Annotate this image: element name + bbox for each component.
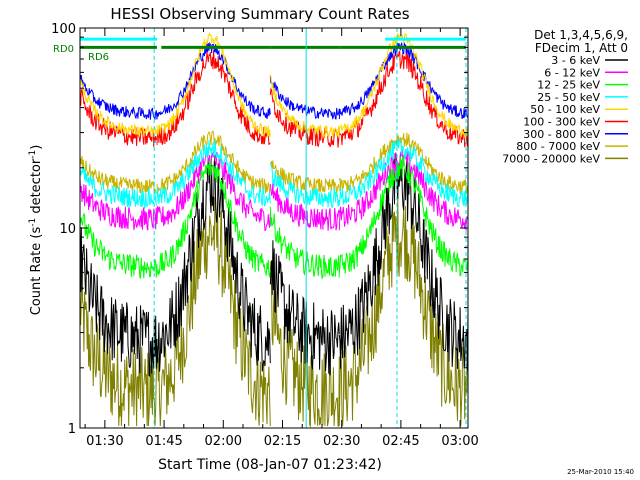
x-tick-label: 02:45	[382, 434, 419, 449]
series-line	[79, 130, 469, 195]
series-line	[79, 152, 469, 378]
x-axis-label: Start Time (08-Jan-07 01:23:42)	[158, 457, 382, 473]
legend-label: 50 - 100 keV	[530, 103, 600, 116]
legend-label: 3 - 6 keV	[551, 54, 600, 67]
y-axis-label-mid: detector	[29, 158, 44, 218]
series-line	[79, 138, 469, 210]
x-tick-label: 01:45	[145, 434, 182, 449]
series-line	[79, 156, 469, 280]
legend-header-line2: FDecim 1, Att 0	[535, 41, 628, 55]
x-tick-label: 01:30	[86, 434, 123, 449]
legend-header-line1: Det 1,3,4,5,6,9,	[534, 28, 628, 42]
y-axis-label-end: )	[29, 145, 44, 150]
annotation-rd6: RD6	[88, 52, 109, 63]
y-ticks: 1 10 100	[51, 22, 468, 437]
chart-title: HESSI Observing Summary Count Rates	[110, 5, 409, 23]
legend-label: 25 - 50 keV	[537, 91, 600, 104]
y-tick-label: 100	[51, 22, 76, 37]
y-tick-label: 10	[59, 222, 76, 237]
series-line	[79, 31, 469, 139]
y-axis-label: Count Rate (s-1 detector-1)	[28, 145, 44, 316]
x-tick-label: 02:00	[205, 434, 242, 449]
y-axis-label-sup1: -1	[28, 218, 38, 227]
y-tick-label: 1	[68, 422, 76, 437]
x-tick-label: 02:30	[323, 434, 360, 449]
series-layer	[79, 31, 469, 428]
series-line	[79, 195, 469, 428]
y-axis-label-sup2: -1	[28, 150, 38, 159]
legend-label: 7000 - 20000 keV	[502, 152, 600, 165]
series-line	[79, 50, 469, 148]
status-bars-layer	[80, 37, 467, 49]
legend-label: 800 - 7000 keV	[516, 140, 600, 153]
legend-label: 300 - 800 keV	[523, 128, 600, 141]
y-axis-label-main: Count Rate (s	[29, 227, 44, 316]
x-tick-label: 03:00	[441, 434, 478, 449]
annotation-rd0: RD0	[53, 44, 74, 55]
legend: Det 1,3,4,5,6,9, FDecim 1, Att 0 3 - 6 k…	[502, 28, 628, 165]
footer-date: 25-Mar-2010 15:40	[567, 468, 634, 476]
series-line	[79, 41, 469, 121]
legend-label: 6 - 12 keV	[544, 66, 600, 79]
x-tick-label: 02:15	[264, 434, 301, 449]
legend-label: 12 - 25 keV	[537, 79, 600, 92]
legend-label: 100 - 300 keV	[523, 116, 600, 129]
x-ticks: 01:30 01:45 02:00 02:15 02:30 02:45 03:00	[84, 28, 479, 449]
